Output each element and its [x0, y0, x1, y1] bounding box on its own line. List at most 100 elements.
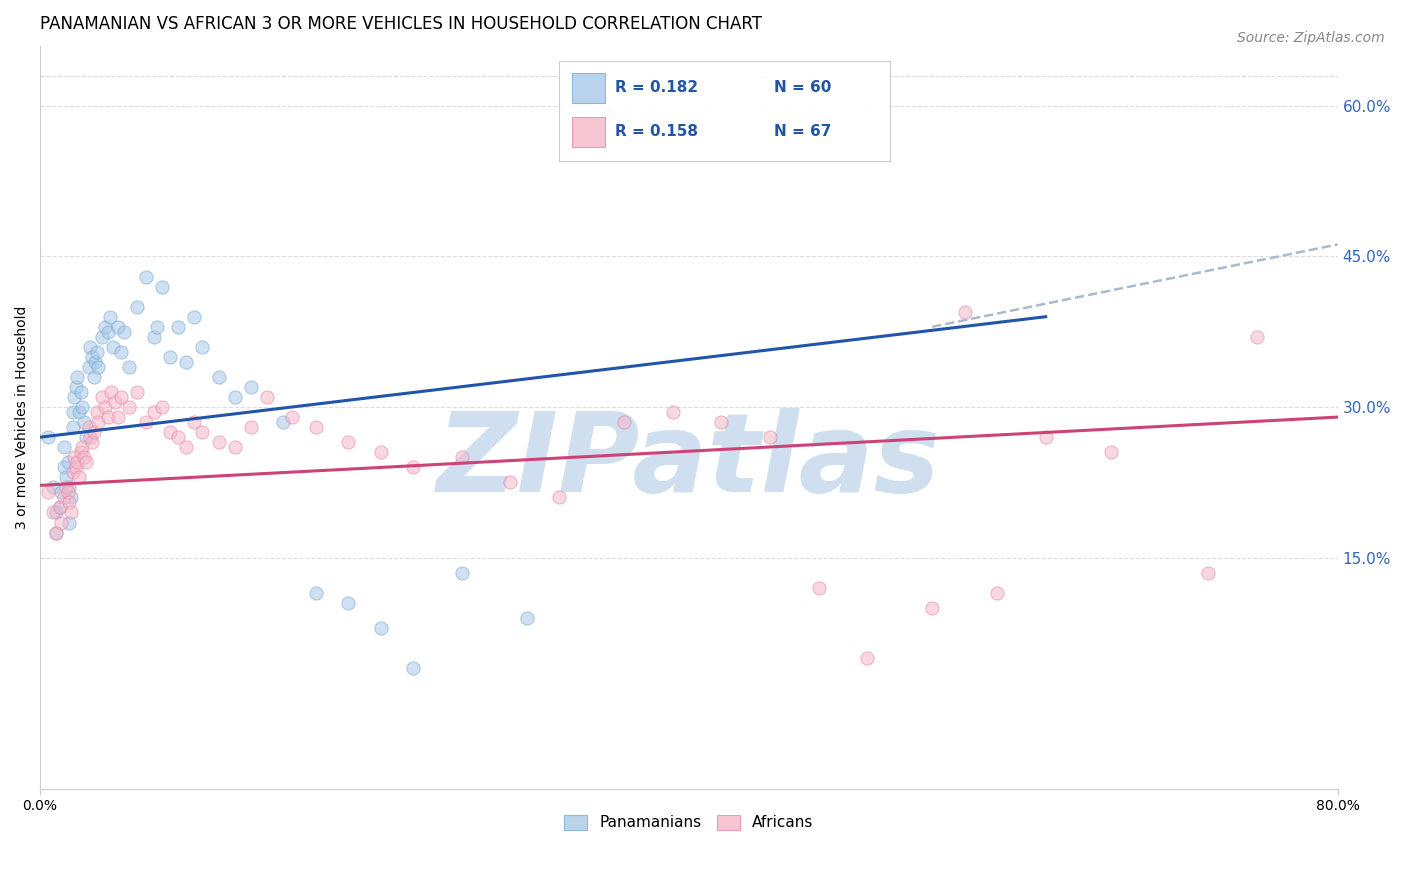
Point	[548, 491, 571, 505]
Point	[159, 425, 181, 439]
Text: Source: ZipAtlas.com: Source: ZipAtlas.com	[1237, 31, 1385, 45]
Point	[224, 390, 246, 404]
Point	[167, 430, 190, 444]
Point	[69, 384, 91, 399]
Point	[66, 455, 89, 469]
Point	[142, 330, 165, 344]
Point	[174, 440, 197, 454]
Y-axis label: 3 or more Vehicles in Household: 3 or more Vehicles in Household	[15, 305, 30, 529]
Point	[53, 440, 76, 454]
Point	[107, 319, 129, 334]
Point	[55, 480, 77, 494]
Point	[62, 420, 84, 434]
Point	[72, 440, 94, 454]
Point	[65, 380, 87, 394]
Point	[135, 269, 157, 284]
Point	[239, 380, 262, 394]
Point	[305, 586, 328, 600]
Point	[73, 415, 96, 429]
Point	[67, 405, 90, 419]
Point	[118, 359, 141, 374]
Point	[79, 340, 101, 354]
Point	[661, 405, 683, 419]
Legend: Panamanians, Africans: Panamanians, Africans	[558, 808, 820, 837]
Point	[110, 344, 132, 359]
Point	[101, 340, 124, 354]
Point	[191, 340, 214, 354]
Point	[921, 600, 943, 615]
Point	[710, 415, 733, 429]
Point	[97, 410, 120, 425]
Point	[135, 415, 157, 429]
Point	[77, 359, 100, 374]
Point	[183, 415, 205, 429]
Point	[83, 425, 105, 439]
Point	[280, 410, 302, 425]
Point	[450, 566, 472, 580]
Point	[79, 430, 101, 444]
Point	[146, 319, 169, 334]
Point	[45, 525, 67, 540]
Point	[53, 491, 76, 505]
Point	[207, 370, 229, 384]
Point	[516, 611, 538, 625]
Point	[53, 460, 76, 475]
Point	[613, 415, 636, 429]
Point	[159, 350, 181, 364]
Point	[191, 425, 214, 439]
Point	[256, 390, 278, 404]
Point	[90, 330, 112, 344]
Point	[807, 581, 830, 595]
Point	[73, 450, 96, 465]
Point	[62, 465, 84, 479]
Point	[90, 390, 112, 404]
Point	[402, 460, 425, 475]
Point	[56, 455, 79, 469]
Point	[183, 310, 205, 324]
Point	[499, 475, 522, 490]
Point	[37, 485, 59, 500]
Point	[450, 450, 472, 465]
Point	[273, 415, 295, 429]
Point	[100, 384, 122, 399]
Point	[83, 370, 105, 384]
Point	[75, 455, 97, 469]
Point	[37, 430, 59, 444]
Point	[58, 480, 80, 494]
Point	[51, 516, 73, 530]
Point	[224, 440, 246, 454]
Point	[77, 420, 100, 434]
Point	[86, 405, 108, 419]
Point	[63, 450, 86, 465]
Point	[80, 435, 103, 450]
Point	[142, 405, 165, 419]
Text: PANAMANIAN VS AFRICAN 3 OR MORE VEHICLES IN HOUSEHOLD CORRELATION CHART: PANAMANIAN VS AFRICAN 3 OR MORE VEHICLES…	[41, 15, 762, 33]
Point	[1035, 430, 1057, 444]
Point	[986, 586, 1008, 600]
Point	[87, 359, 110, 374]
Point	[62, 405, 84, 419]
Point	[1246, 330, 1268, 344]
Point	[42, 506, 65, 520]
Point	[207, 435, 229, 450]
Point	[59, 491, 82, 505]
Point	[58, 516, 80, 530]
Point	[150, 400, 173, 414]
Point	[337, 596, 360, 610]
Point	[84, 355, 107, 369]
Point	[118, 400, 141, 414]
Point	[55, 470, 77, 484]
Point	[56, 485, 79, 500]
Point	[856, 651, 879, 665]
Point	[65, 460, 87, 475]
Point	[305, 420, 328, 434]
Point	[69, 445, 91, 459]
Point	[97, 325, 120, 339]
Point	[86, 344, 108, 359]
Point	[72, 400, 94, 414]
Point	[167, 319, 190, 334]
Point	[48, 500, 70, 515]
Point	[110, 390, 132, 404]
Point	[174, 355, 197, 369]
Point	[370, 621, 392, 635]
